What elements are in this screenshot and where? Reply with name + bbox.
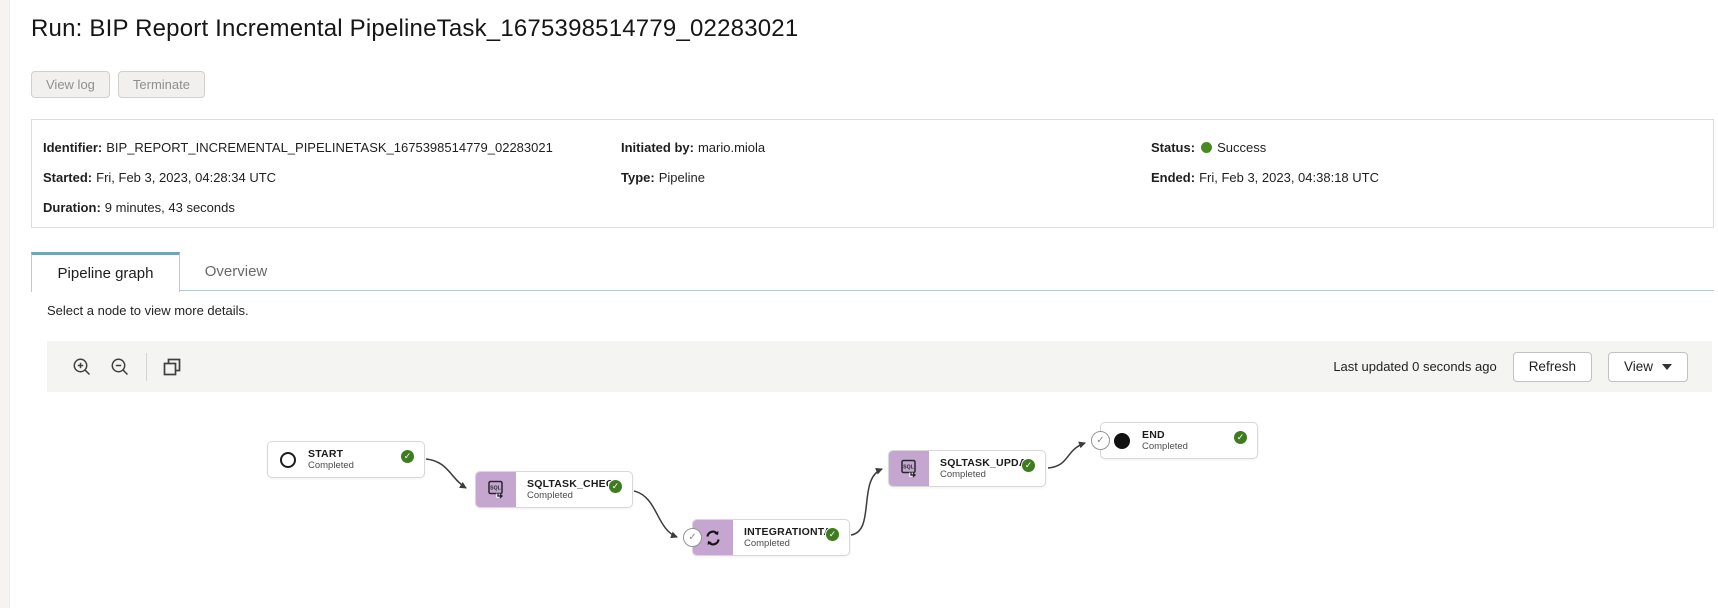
edge-integrationtask-to-sqltask-upda	[850, 467, 883, 536]
ended-label: Ended:	[1151, 170, 1196, 185]
initiated-by-value: mario.miola	[697, 140, 766, 155]
type-value: Pipeline	[658, 170, 705, 185]
duration-label: Duration:	[43, 200, 101, 215]
initiated-by-label: Initiated by:	[621, 140, 694, 155]
graph-hint-text: Select a node to view more details.	[47, 303, 249, 318]
success-badge-icon: ✓	[1233, 430, 1248, 445]
node-status: Completed	[527, 489, 573, 501]
action-button-row: View log Terminate	[31, 71, 205, 98]
page-title: Run: BIP Report Incremental PipelineTask…	[31, 15, 799, 42]
graph-node-start[interactable]: START Completed ✓	[267, 441, 425, 478]
node-label: INTEGRATIONTA...	[744, 525, 841, 538]
copy-layout-icon[interactable]	[159, 354, 185, 380]
refresh-button[interactable]: Refresh	[1512, 351, 1592, 382]
zoom-out-icon[interactable]	[107, 354, 133, 380]
node-status: Completed	[744, 537, 790, 549]
completed-check-icon: ✓	[683, 528, 702, 547]
node-label: SQLTASK_UPDA...	[940, 456, 1036, 469]
identifier-label: Identifier:	[43, 140, 103, 155]
started-label: Started:	[43, 170, 93, 185]
zoom-in-icon[interactable]	[69, 354, 95, 380]
graph-node-sqltask-chec[interactable]: SQL SQLTASK_CHEC... Completed ✓	[475, 471, 633, 508]
sql-task-icon: SQL	[889, 451, 929, 486]
duration-value: 9 minutes, 43 seconds	[104, 200, 235, 215]
type-field: Type: Pipeline	[621, 170, 705, 185]
status-field: Status: Success	[1151, 140, 1266, 155]
duration-field: Duration: 9 minutes, 43 seconds	[43, 200, 235, 215]
svg-text:SQL: SQL	[490, 486, 501, 492]
node-label: START	[308, 447, 344, 460]
left-edge-gutter	[0, 0, 10, 608]
graph-toolbar: Last updated 0 seconds ago Refresh View	[47, 341, 1712, 392]
edge-start-to-sqltask-chec	[425, 458, 467, 489]
start-node-icon	[280, 451, 296, 468]
initiated-by-field: Initiated by: mario.miola	[621, 140, 765, 155]
success-badge-icon: ✓	[825, 527, 840, 542]
node-text: END Completed	[1142, 429, 1188, 453]
node-status: Completed	[1142, 440, 1188, 452]
run-details-panel: Identifier: BIP_REPORT_INCREMENTAL_PIPELI…	[31, 119, 1714, 228]
sql-task-icon: SQL	[476, 472, 516, 507]
tab-pipeline-graph[interactable]: Pipeline graph	[31, 252, 180, 292]
success-badge-icon: ✓	[608, 479, 623, 494]
end-node-icon	[1114, 432, 1130, 449]
node-text: INTEGRATIONTA... Completed	[744, 526, 841, 550]
success-badge-icon: ✓	[400, 449, 415, 464]
identifier-field: Identifier: BIP_REPORT_INCREMENTAL_PIPELI…	[43, 140, 553, 155]
ended-field: Ended: Fri, Feb 3, 2023, 04:38:18 UTC	[1151, 170, 1379, 185]
last-updated-text: Last updated 0 seconds ago	[1333, 359, 1497, 374]
node-text: SQLTASK_UPDA... Completed	[940, 457, 1036, 481]
node-status: Completed	[940, 468, 986, 480]
status-label: Status:	[1151, 140, 1196, 155]
identifier-value: BIP_REPORT_INCREMENTAL_PIPELINETASK_1675…	[106, 140, 553, 155]
view-log-button[interactable]: View log	[31, 71, 110, 98]
edge-sqltask-chec-to-integrationtask	[633, 490, 678, 539]
node-status: Completed	[308, 459, 354, 471]
chevron-down-icon	[1662, 363, 1672, 370]
status-dot-icon	[1201, 142, 1213, 153]
completed-check-icon: ✓	[1091, 431, 1110, 450]
graph-node-integrationtask[interactable]: ✓ INTEGRATIONTA... Completed ✓	[683, 519, 850, 556]
status-value: Success	[1217, 140, 1267, 155]
terminate-button[interactable]: Terminate	[117, 71, 205, 98]
view-dropdown-label: View	[1623, 359, 1653, 374]
edge-sqltask-upda-to-end	[1047, 441, 1086, 469]
node-text: START Completed	[308, 448, 354, 472]
type-label: Type:	[621, 170, 655, 185]
node-label: END	[1142, 428, 1165, 441]
started-field: Started: Fri, Feb 3, 2023, 04:28:34 UTC	[43, 170, 276, 185]
tab-bar-underline	[31, 290, 1714, 291]
node-label: SQLTASK_CHEC...	[527, 477, 623, 490]
graph-node-end[interactable]: ✓ END Completed ✓	[1091, 422, 1258, 459]
view-dropdown-button[interactable]: View	[1607, 351, 1688, 382]
svg-text:SQL: SQL	[903, 465, 914, 471]
started-value: Fri, Feb 3, 2023, 04:28:34 UTC	[96, 170, 277, 185]
ended-value: Fri, Feb 3, 2023, 04:38:18 UTC	[1199, 170, 1379, 185]
toolbar-divider	[146, 352, 147, 381]
node-text: SQLTASK_CHEC... Completed	[527, 478, 623, 502]
toolbar-right-cluster: Last updated 0 seconds ago Refresh View	[1333, 351, 1688, 382]
graph-node-sqltask-upda[interactable]: SQL SQLTASK_UPDA... Completed ✓	[888, 450, 1046, 487]
tab-overview[interactable]: Overview	[204, 263, 268, 280]
success-badge-icon: ✓	[1021, 458, 1036, 473]
